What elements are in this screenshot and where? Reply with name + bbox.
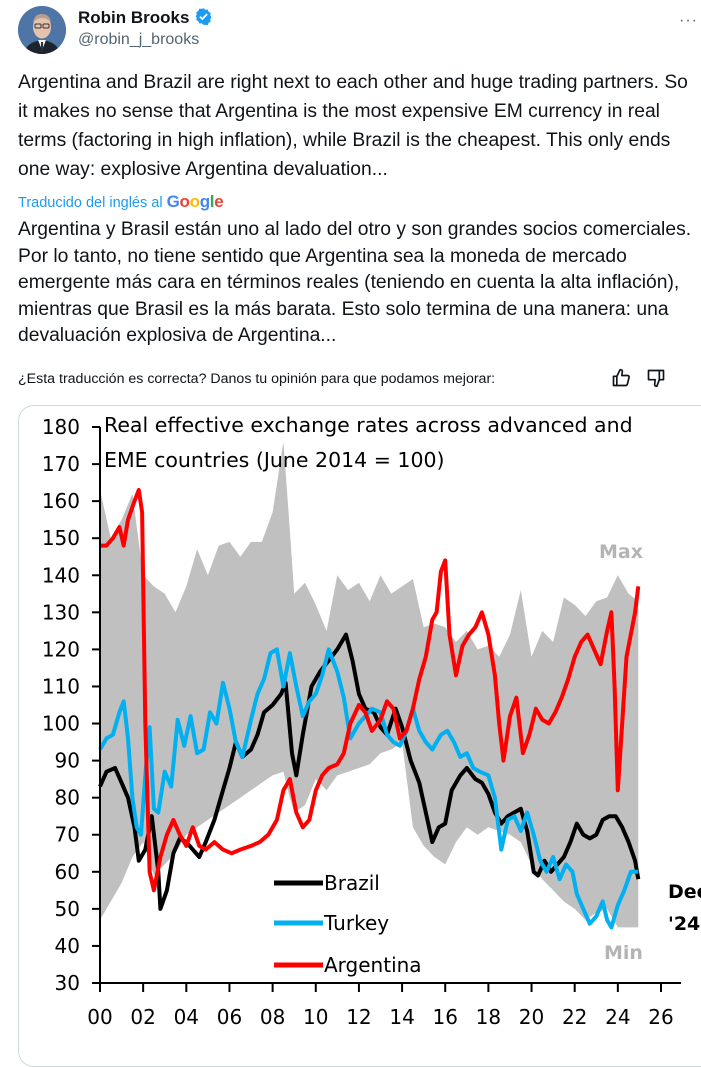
x-tick-label: 20	[519, 1005, 544, 1029]
series-line-turkey	[98, 647, 639, 930]
annotation-year-24: '24	[668, 913, 700, 935]
y-tick-label: 90	[55, 749, 80, 773]
y-tick-label: 60	[55, 860, 80, 884]
chart-image-card[interactable]: 30 40 50 60 70 80 90 100 110 120 130 140 150 160 170 18…	[18, 405, 701, 1067]
chart-title-line-1: Real effective exchange rates across adv…	[104, 413, 633, 437]
y-tick-label: 140	[42, 563, 80, 587]
x-tick-label: 02	[130, 1005, 155, 1029]
verified-badge-icon	[194, 7, 213, 31]
y-tick-label: 80	[55, 786, 80, 810]
author-name[interactable]: Robin Brooks	[78, 8, 190, 27]
annotation-min: Min	[604, 942, 643, 964]
y-tick-label: 150	[42, 526, 80, 550]
y-tick-label: 180	[42, 415, 80, 439]
x-tick-label: 10	[303, 1005, 328, 1029]
x-tick-label: 16	[433, 1005, 458, 1029]
y-tick-label: 130	[42, 600, 80, 624]
max-min-band	[100, 441, 639, 928]
author-handle[interactable]: @robin_j_brooks	[78, 31, 200, 48]
legend-label-turkey: Turkey	[323, 911, 389, 935]
chart-title-line-2: EME countries (June 2014 = 100)	[104, 448, 445, 472]
reer-chart: 30 40 50 60 70 80 90 100 110 120 130 140 150 160 170 18…	[42, 413, 701, 1029]
y-tick-label: 100	[42, 712, 80, 736]
y-tick-label: 110	[42, 674, 80, 698]
legend-label-argentina: Argentina	[324, 953, 422, 977]
x-tick-label: 22	[562, 1005, 587, 1029]
author-avatar[interactable]	[18, 6, 66, 54]
y-tick-label: 30	[55, 971, 80, 995]
author-name-row[interactable]: Robin Brooks	[78, 7, 213, 31]
legend: Brazil Turkey Argentina	[274, 871, 422, 977]
thumbs-down-icon[interactable]	[646, 368, 666, 388]
avatar-image	[18, 6, 66, 54]
series-line-argentina	[100, 488, 641, 893]
x-tick-label: 14	[389, 1005, 414, 1029]
annotation-dec: Dec	[668, 881, 701, 903]
x-tick-label: 24	[605, 1005, 630, 1029]
y-tick-label: 120	[42, 637, 80, 661]
x-tick-label: 06	[217, 1005, 242, 1029]
y-tick-label: 170	[42, 452, 80, 476]
more-options-icon[interactable]: ···	[679, 12, 698, 29]
translation-label[interactable]: Traducido del inglés al	[18, 195, 163, 211]
y-tick-label: 50	[55, 897, 80, 921]
annotation-max: Max	[599, 541, 643, 563]
tweet-text: Argentina and Brazil are right next to e…	[18, 72, 688, 180]
x-tick-label: 18	[476, 1005, 501, 1029]
thumbs-up-icon[interactable]	[611, 368, 631, 388]
x-tick-label: 04	[174, 1005, 199, 1029]
y-tick-label: 40	[55, 934, 80, 958]
x-tick-label: 26	[648, 1005, 673, 1029]
translated-text: Argentina y Brasil están uno al lado del…	[18, 219, 692, 346]
y-tick-label: 160	[42, 489, 80, 513]
translation-attribution[interactable]: Traducido del inglés al Google	[18, 192, 224, 212]
x-tick-label: 00	[87, 1005, 112, 1029]
x-tick-label: 12	[346, 1005, 371, 1029]
translation-feedback-prompt: ¿Esta traducción es correcta? Danos tu o…	[18, 371, 496, 387]
legend-label-brazil: Brazil	[324, 871, 380, 895]
x-tick-label: 08	[260, 1005, 285, 1029]
y-tick-label: 70	[55, 823, 80, 847]
google-logo: Google	[166, 192, 224, 211]
